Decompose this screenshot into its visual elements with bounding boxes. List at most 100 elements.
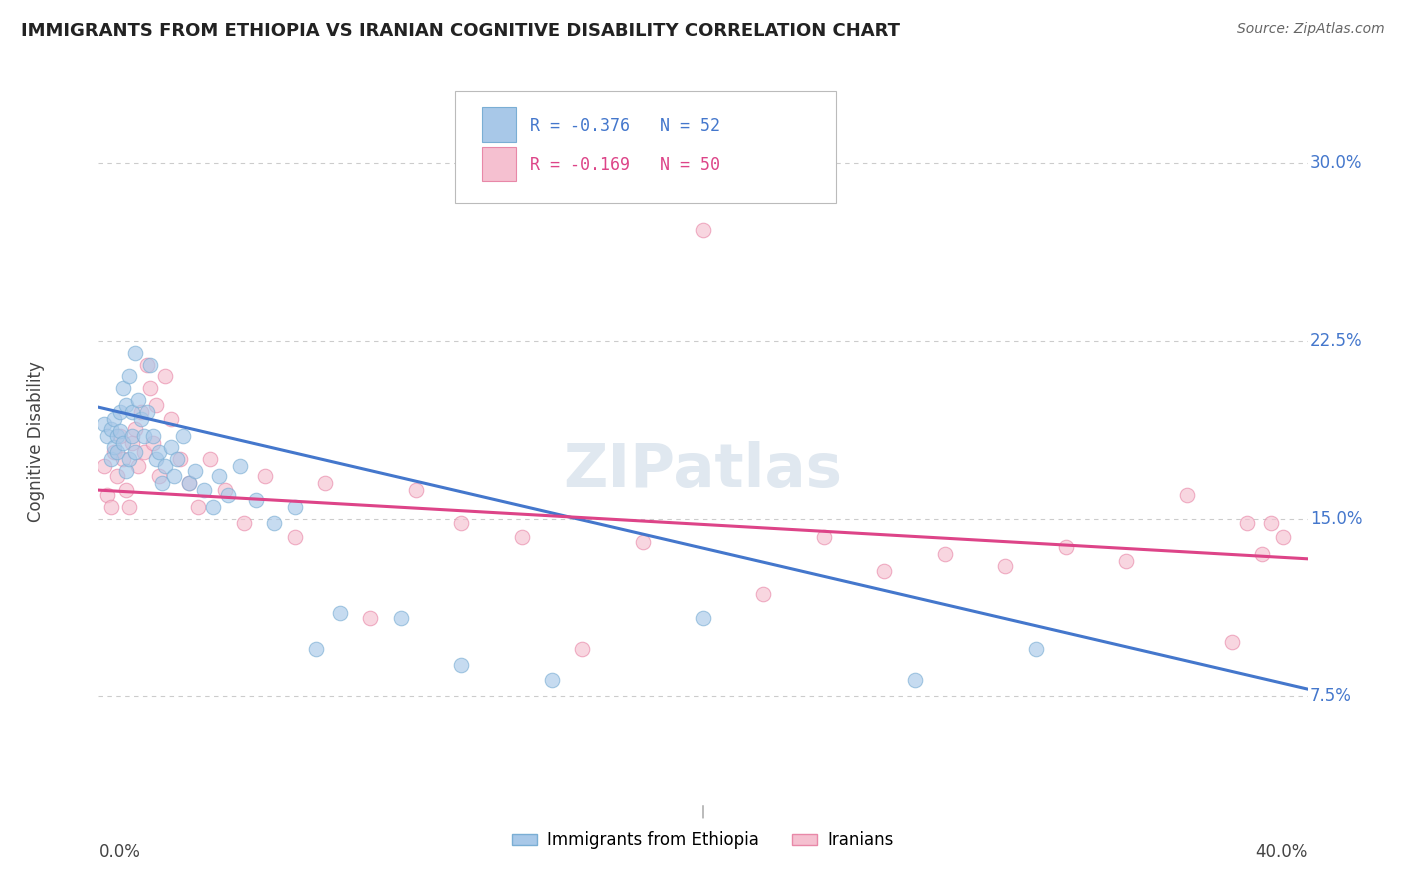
Point <box>389 611 412 625</box>
Point <box>405 483 427 497</box>
Point <box>114 398 136 412</box>
Point <box>1251 547 1274 561</box>
Point <box>108 405 131 419</box>
Point <box>100 421 122 435</box>
Point <box>124 445 146 459</box>
Point <box>450 658 472 673</box>
Point <box>229 459 252 474</box>
Point <box>124 421 146 435</box>
Point <box>263 516 285 531</box>
Point <box>118 500 141 514</box>
Point <box>172 428 194 442</box>
Point <box>111 435 134 450</box>
Point <box>314 475 336 490</box>
Point <box>160 441 183 455</box>
Point <box>179 475 201 490</box>
Point <box>132 445 155 459</box>
Point <box>105 445 128 459</box>
Point <box>153 459 176 474</box>
Point <box>571 641 593 656</box>
Text: IMMIGRANTS FROM ETHIOPIA VS IRANIAN COGNITIVE DISABILITY CORRELATION CHART: IMMIGRANTS FROM ETHIOPIA VS IRANIAN COGN… <box>21 22 900 40</box>
Point <box>284 531 307 545</box>
Point <box>873 564 896 578</box>
Point <box>1236 516 1258 531</box>
Point <box>100 500 122 514</box>
Text: 0.0%: 0.0% <box>98 843 141 861</box>
Point <box>129 412 152 426</box>
Text: 40.0%: 40.0% <box>1256 843 1308 861</box>
Text: 7.5%: 7.5% <box>1310 687 1353 706</box>
Point <box>111 452 134 467</box>
Point <box>142 428 165 442</box>
Point <box>96 428 118 442</box>
Point <box>114 464 136 478</box>
Point <box>214 483 236 497</box>
Point <box>93 459 115 474</box>
Point <box>96 488 118 502</box>
Point <box>105 428 128 442</box>
Point <box>193 483 215 497</box>
Point <box>105 469 128 483</box>
Text: 22.5%: 22.5% <box>1310 332 1362 350</box>
Point <box>329 607 352 621</box>
Point <box>813 531 835 545</box>
Point <box>118 369 141 384</box>
Point <box>139 358 162 372</box>
Text: Cognitive Disability: Cognitive Disability <box>27 361 45 522</box>
Point <box>179 475 201 490</box>
FancyBboxPatch shape <box>482 107 516 142</box>
Point <box>169 452 191 467</box>
Point <box>121 405 143 419</box>
Legend: Immigrants from Ethiopia, Iranians: Immigrants from Ethiopia, Iranians <box>506 824 900 856</box>
Point <box>510 531 533 545</box>
Point <box>1115 554 1137 568</box>
Point <box>132 428 155 442</box>
Point <box>163 469 186 483</box>
Point <box>166 452 188 467</box>
Point <box>121 435 143 450</box>
Point <box>1272 531 1295 545</box>
Point <box>118 452 141 467</box>
Point <box>111 381 134 395</box>
Text: ZIPatlas: ZIPatlas <box>564 441 842 500</box>
Point <box>631 535 654 549</box>
Text: R = -0.376   N = 52: R = -0.376 N = 52 <box>530 117 720 135</box>
Point <box>692 222 714 236</box>
Point <box>145 452 167 467</box>
Point <box>202 500 225 514</box>
Point <box>103 412 125 426</box>
FancyBboxPatch shape <box>482 147 516 181</box>
Point <box>108 428 131 442</box>
Point <box>153 369 176 384</box>
Point <box>1024 641 1046 656</box>
Point <box>103 445 125 459</box>
Point <box>752 587 775 601</box>
Point <box>139 381 162 395</box>
Point <box>150 475 173 490</box>
Point <box>135 358 157 372</box>
Point <box>994 558 1017 573</box>
Point <box>93 417 115 431</box>
Point <box>142 435 165 450</box>
Text: 15.0%: 15.0% <box>1310 509 1362 527</box>
Point <box>692 611 714 625</box>
Point <box>1260 516 1282 531</box>
Point <box>100 452 122 467</box>
Point <box>1054 540 1077 554</box>
Point <box>1220 634 1243 648</box>
Point <box>245 492 267 507</box>
Point <box>114 483 136 497</box>
Point <box>232 516 254 531</box>
Point <box>121 428 143 442</box>
Point <box>305 641 328 656</box>
Point <box>187 500 209 514</box>
Point <box>160 412 183 426</box>
Point <box>124 345 146 359</box>
Point <box>217 488 239 502</box>
Point <box>148 469 170 483</box>
Point <box>129 405 152 419</box>
Text: R = -0.169   N = 50: R = -0.169 N = 50 <box>530 156 720 174</box>
Point <box>284 500 307 514</box>
Point <box>200 452 222 467</box>
Text: Source: ZipAtlas.com: Source: ZipAtlas.com <box>1237 22 1385 37</box>
